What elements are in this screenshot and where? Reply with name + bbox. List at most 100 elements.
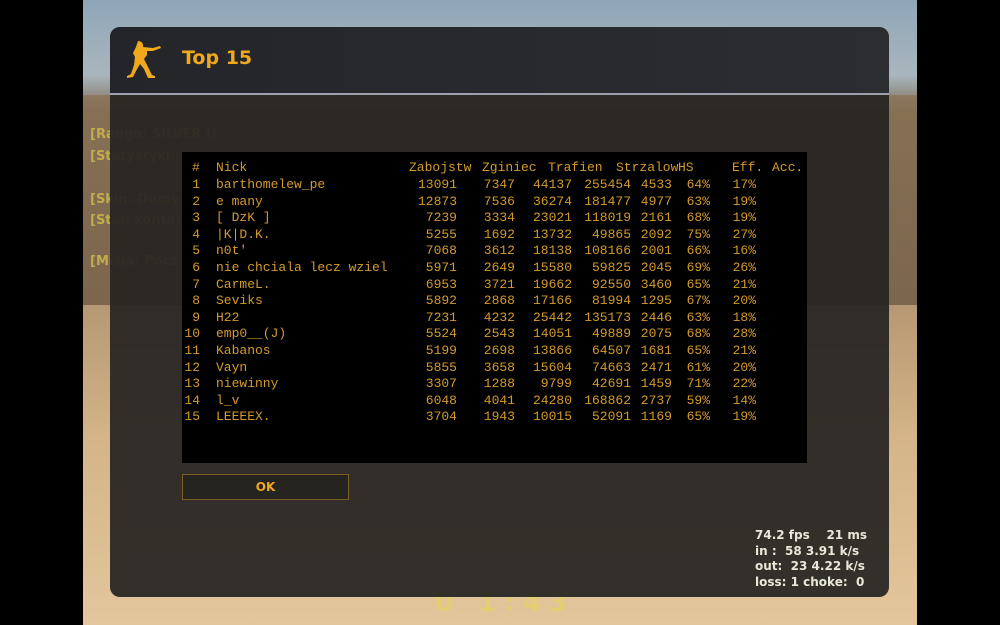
table-row: 4 |K|D.K. 5255 1692 13732 49865 2092 75% 27%	[182, 227, 807, 243]
table-cell: Vayn	[216, 359, 248, 375]
table-cell: 19662	[532, 276, 572, 292]
table-cell: nie chciala lecz wziel	[216, 260, 388, 275]
table-cell: 9799	[540, 376, 572, 392]
table-cell: |K|D.K.	[216, 226, 271, 242]
table-cell: 1943	[483, 409, 515, 425]
window-header: Top 15	[110, 27, 889, 93]
table-cell: 13866	[532, 343, 572, 358]
table-cell: 18138	[532, 243, 572, 259]
table-cell: 3721	[483, 276, 515, 292]
table-cell: 3460	[640, 276, 672, 292]
table-cell: 19%	[732, 210, 756, 226]
table-cell: 15	[184, 409, 200, 425]
table-cell: 9	[192, 309, 200, 325]
table-cell: 2698	[483, 343, 515, 358]
netgraph-in: in : 58 3.91 k/s	[755, 543, 860, 558]
table-cell: 19%	[732, 409, 756, 425]
netgraph-out: out: 23 4.22 k/s	[755, 559, 865, 573]
table-cell: 59825	[591, 260, 631, 275]
netgraph-loss: loss: 1 choke: 0	[755, 574, 865, 589]
table-row: 7 CarmeL. 6953 3721 19662 92550 3460 65% 21%	[182, 277, 807, 293]
table-cell: 4977	[640, 193, 672, 209]
motd-window: Top 15 # Nick Zabojstw Zginiec Trafien Strzal…	[110, 27, 889, 597]
table-cell: 49865	[591, 226, 631, 242]
table-cell: 65%	[686, 276, 710, 292]
table-row: 10 emp0__(J) 5524 2543 14051 49889 2075 68% 28%	[182, 326, 807, 342]
table-cell: 2737	[640, 392, 672, 408]
table-cell: 65%	[686, 343, 710, 358]
table-cell: 44137	[532, 177, 572, 192]
column-header: Trafien	[548, 160, 603, 175]
table-cell: e many	[216, 193, 263, 209]
ok-button[interactable]: OK	[182, 474, 349, 500]
table-cell: 64%	[686, 177, 710, 192]
table-cell: 2075	[640, 326, 672, 342]
table-cell: 3704	[425, 409, 457, 425]
table-cell: 92550	[591, 276, 631, 292]
column-header: Acc.	[772, 160, 804, 175]
column-header: Zginiec	[482, 160, 537, 175]
table-cell: emp0__(J)	[216, 326, 287, 342]
table-cell: 12	[184, 359, 200, 375]
table-cell: 67%	[686, 293, 710, 309]
table-cell: 108166	[584, 243, 631, 259]
table-cell: 18%	[732, 309, 756, 325]
table-cell: 4	[192, 226, 200, 242]
table-cell: 14	[184, 392, 200, 408]
table-cell: 16%	[732, 243, 756, 259]
table-cell: CarmeL.	[216, 276, 271, 292]
table-row: 11 Kabanos 5199 2698 13866 64507 1681 65% 21%	[182, 343, 807, 359]
table-cell: 7536	[483, 193, 515, 209]
table-row: 2 e many 12873 7536 36274 181477 4977 63% 19%	[182, 194, 807, 210]
table-cell: 10015	[532, 409, 572, 425]
table-cell: 1169	[640, 409, 672, 425]
table-cell: 14%	[732, 392, 756, 408]
table-cell: 4041	[483, 392, 515, 408]
table-cell: 28%	[732, 326, 756, 342]
table-cell: 10	[184, 326, 200, 342]
table-cell: 5255	[425, 226, 457, 242]
table-cell: 21%	[732, 343, 756, 358]
table-cell: 3	[192, 210, 200, 226]
table-cell: n0t'	[216, 243, 248, 259]
table-cell: 49889	[591, 326, 631, 342]
table-cell: 13091	[417, 177, 457, 192]
table-cell: 24280	[532, 392, 572, 408]
table-cell: 7239	[425, 210, 457, 226]
table-cell: 1692	[483, 226, 515, 242]
table-cell: 1288	[483, 376, 515, 392]
table-cell: 1295	[640, 293, 672, 309]
table-cell: 5892	[425, 293, 457, 309]
table-cell: 68%	[686, 210, 710, 226]
table-cell: 23021	[532, 210, 572, 226]
table-cell: 61%	[686, 359, 710, 375]
table-cell: 4232	[483, 309, 515, 325]
table-cell: 255454	[584, 177, 631, 192]
table-cell: 22%	[732, 376, 756, 392]
column-header: Nick	[216, 160, 248, 175]
table-cell: 27%	[732, 226, 756, 242]
table-cell: 15580	[532, 260, 572, 275]
column-header: HS	[678, 160, 694, 175]
table-cell: 2092	[640, 226, 672, 242]
table-cell: [ DzK ]	[216, 210, 271, 226]
table-cell: 75%	[686, 226, 710, 242]
column-header: Zabojstw	[409, 160, 472, 175]
table-cell: 7068	[425, 243, 457, 259]
table-cell: 66%	[686, 243, 710, 259]
table-cell: 20%	[732, 359, 756, 375]
table-cell: niewinny	[216, 376, 279, 392]
table-cell: 7	[192, 276, 200, 292]
table-cell: 20%	[732, 293, 756, 309]
table-cell: l_v	[216, 392, 240, 408]
table-cell: 65%	[686, 409, 710, 425]
table-cell: 4533	[640, 177, 672, 192]
table-cell: 1	[192, 177, 200, 192]
table-cell: 19%	[732, 193, 756, 209]
column-header: #	[192, 160, 200, 175]
table-cell: 3334	[483, 210, 515, 226]
table-cell: 25442	[532, 309, 572, 325]
table-cell: 63%	[686, 309, 710, 325]
table-cell: 2	[192, 193, 200, 209]
netgraph: 74.2 fps 21 ms in : 58 3.91 k/s out: 23 4.…	[755, 528, 867, 590]
